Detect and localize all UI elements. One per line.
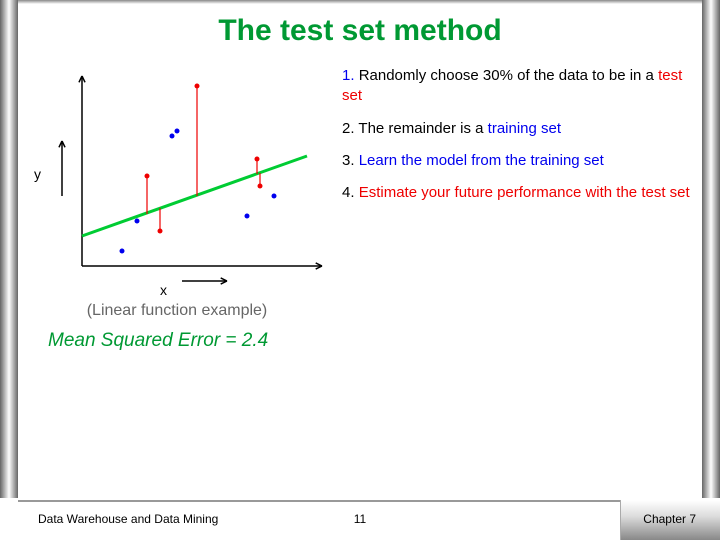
scatter-chart: y x (32, 66, 332, 296)
step-2-em: training set (488, 120, 561, 137)
chart-svg (32, 66, 332, 296)
step-3-pre: Learn the model from the training set (359, 152, 604, 169)
steps-column: 1. Randomly choose 30% of the data to be… (342, 66, 698, 352)
step-3: 3. Learn the model from the training set (342, 151, 698, 171)
frame-border-right (702, 0, 720, 498)
step-1-num: 1. (342, 67, 355, 84)
two-column-layout: y x (Linear function example) Mean Squar… (22, 66, 698, 352)
mse-text: Mean Squared Error = 2.4 (48, 330, 332, 352)
chart-column: y x (Linear function example) Mean Squar… (22, 66, 332, 352)
step-2-num: 2. (342, 120, 355, 137)
step-1: 1. Randomly choose 30% of the data to be… (342, 66, 698, 107)
chart-caption: (Linear function example) (22, 302, 332, 320)
footer-page-number: 11 (0, 512, 720, 526)
step-2-pre: The remainder is a (358, 120, 487, 137)
slide-title: The test set method (22, 14, 698, 48)
frame-border-left (0, 0, 18, 498)
slide-footer: Data Warehouse and Data Mining 11 Chapte… (0, 500, 720, 540)
x-axis-label: x (160, 282, 167, 298)
step-1-pre: Randomly choose 30% of the data to be in… (359, 67, 658, 84)
slide-content: The test set method y x (Linear function… (22, 6, 698, 490)
step-4-pre: Estimate your future performance with th… (359, 184, 690, 201)
step-4: 4. Estimate your future performance with… (342, 183, 698, 203)
frame-border-top (18, 0, 702, 4)
footer-right-text: Chapter 7 (643, 512, 696, 526)
step-3-num: 3. (342, 152, 355, 169)
footer-divider (18, 500, 702, 502)
y-axis-label: y (34, 166, 41, 182)
step-4-num: 4. (342, 184, 355, 201)
step-2: 2. The remainder is a training set (342, 119, 698, 139)
